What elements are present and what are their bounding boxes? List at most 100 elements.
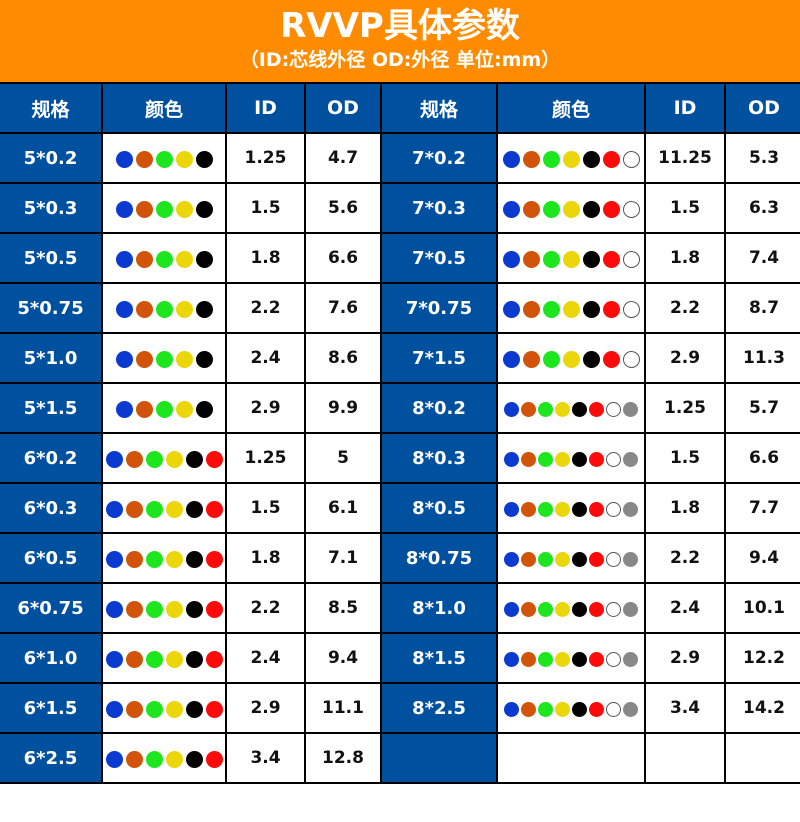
green-wire-dot-icon [145,600,163,618]
column-header-od-left: OD [304,82,382,134]
wire-color-dots [105,750,223,768]
column-header-id-right: ID [644,82,726,134]
white-wire-dot-icon [622,200,640,218]
brown-wire-dot-icon [125,650,143,668]
blue-wire-dot-icon [502,300,520,318]
brown-wire-dot-icon [521,651,536,667]
red-wire-dot-icon [589,601,604,617]
blue-wire-dot-icon [502,200,520,218]
wire-color-dots [504,501,638,517]
wire-colors-cell [101,732,227,784]
white-wire-dot-icon [606,701,621,717]
yellow-wire-dot-icon [555,601,570,617]
yellow-wire-dot-icon [175,150,193,168]
od-cell: 12.8 [304,732,382,784]
brown-wire-dot-icon [522,350,540,368]
wire-colors-cell [496,382,646,434]
spec-cell: 5*0.3 [0,182,103,234]
wire-colors-cell [496,232,646,284]
brown-wire-dot-icon [521,401,536,417]
od-cell: 7.6 [304,282,382,334]
white-wire-dot-icon [622,350,640,368]
brown-wire-dot-icon [125,450,143,468]
spec-cell: 8*1.0 [380,582,498,634]
table-row: 5*0.2 1.25 4.7 7*0.2 11.25 5.3 [0,132,800,184]
black-wire-dot-icon [572,601,587,617]
page-title: RVVP具体参数 [280,6,520,46]
yellow-wire-dot-icon [165,600,183,618]
wire-colors-cell [101,632,227,684]
od-cell: 6.3 [724,182,800,234]
green-wire-dot-icon [538,701,553,717]
od-cell: 8.6 [304,332,382,384]
id-cell: 1.8 [644,232,726,284]
brown-wire-dot-icon [522,200,540,218]
id-cell: 1.5 [225,182,306,234]
brown-wire-dot-icon [521,501,536,517]
black-wire-dot-icon [185,600,203,618]
id-cell: 3.4 [225,732,306,784]
wire-color-dots [105,550,223,568]
wire-colors-cell [101,132,227,184]
column-header-od-right: OD [724,82,800,134]
od-cell: 4.7 [304,132,382,184]
white-wire-dot-icon [622,150,640,168]
id-cell: 1.25 [225,132,306,184]
spec-cell: 6*0.75 [0,582,103,634]
black-wire-dot-icon [195,200,213,218]
wire-colors-cell [496,432,646,484]
green-wire-dot-icon [542,350,560,368]
yellow-wire-dot-icon [175,300,193,318]
white-wire-dot-icon [606,651,621,667]
wire-color-dots [115,150,213,168]
spec-cell: 6*1.0 [0,632,103,684]
brown-wire-dot-icon [522,150,540,168]
od-cell: 7.4 [724,232,800,284]
spec-cell: 5*0.2 [0,132,103,184]
od-cell: 8.5 [304,582,382,634]
blue-wire-dot-icon [504,551,519,567]
brown-wire-dot-icon [135,150,153,168]
black-wire-dot-icon [572,551,587,567]
wire-colors-cell [101,582,227,634]
spec-cell: 7*0.2 [380,132,498,184]
id-cell: 2.9 [225,382,306,434]
od-cell: 6.1 [304,482,382,534]
blue-wire-dot-icon [105,650,123,668]
wire-color-dots [115,350,213,368]
od-cell [724,732,800,784]
black-wire-dot-icon [582,350,600,368]
yellow-wire-dot-icon [165,700,183,718]
red-wire-dot-icon [589,551,604,567]
id-cell: 1.8 [644,482,726,534]
white-wire-dot-icon [622,250,640,268]
column-header-id-left: ID [225,82,306,134]
od-cell: 12.2 [724,632,800,684]
spec-cell: 6*2.5 [0,732,103,784]
spec-cell: 5*0.75 [0,282,103,334]
wire-colors-cell [496,282,646,334]
id-cell: 2.2 [644,282,726,334]
white-wire-dot-icon [622,300,640,318]
wire-colors-cell [101,282,227,334]
brown-wire-dot-icon [135,300,153,318]
red-wire-dot-icon [205,650,223,668]
wire-color-dots [502,200,640,218]
wire-color-dots [504,451,638,467]
id-cell [644,732,726,784]
green-wire-dot-icon [538,601,553,617]
blue-wire-dot-icon [504,651,519,667]
brown-wire-dot-icon [521,451,536,467]
table-header-row: 规格 颜色 ID OD 规格 颜色 ID OD [0,82,800,134]
red-wire-dot-icon [205,550,223,568]
table-row: 5*1.0 2.4 8.6 7*1.5 2.9 11.3 [0,332,800,384]
spec-cell: 8*0.75 [380,532,498,584]
yellow-wire-dot-icon [555,451,570,467]
id-cell: 1.5 [225,482,306,534]
od-cell: 9.9 [304,382,382,434]
spec-cell: 8*2.5 [380,682,498,734]
spec-cell: 7*0.5 [380,232,498,284]
red-wire-dot-icon [589,501,604,517]
table-row: 6*2.5 3.4 12.8 [0,732,800,784]
wire-colors-cell [496,132,646,184]
